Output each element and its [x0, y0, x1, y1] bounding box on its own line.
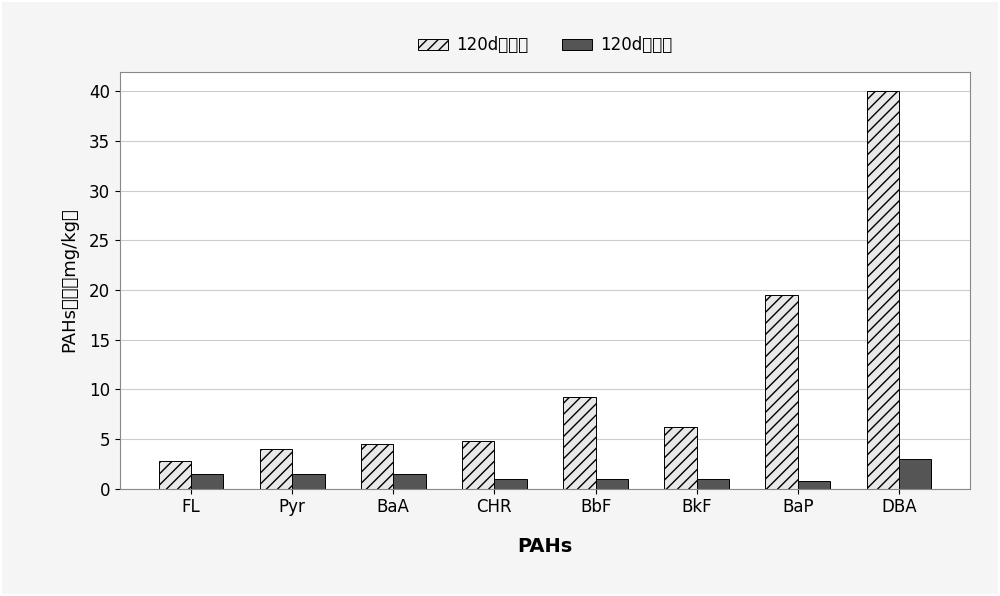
- Bar: [563, 398, 596, 489]
- Bar: [191, 474, 223, 489]
- X-axis label: PAHs: PAHs: [517, 537, 573, 556]
- Bar: [798, 481, 830, 489]
- Y-axis label: PAHs浓度（mg/kg）: PAHs浓度（mg/kg）: [60, 208, 78, 352]
- Bar: [393, 474, 426, 489]
- Bar: [159, 461, 191, 489]
- Bar: [765, 295, 798, 489]
- Bar: [260, 449, 292, 489]
- Bar: [697, 479, 729, 489]
- Bar: [664, 427, 697, 489]
- Bar: [596, 479, 628, 489]
- Bar: [292, 474, 325, 489]
- Bar: [361, 444, 393, 489]
- Bar: [867, 91, 899, 489]
- Legend: 120d种植前, 120d种植后: 120d种植前, 120d种植后: [411, 30, 679, 61]
- Bar: [462, 441, 494, 489]
- Bar: [494, 479, 527, 489]
- Bar: [899, 459, 931, 489]
